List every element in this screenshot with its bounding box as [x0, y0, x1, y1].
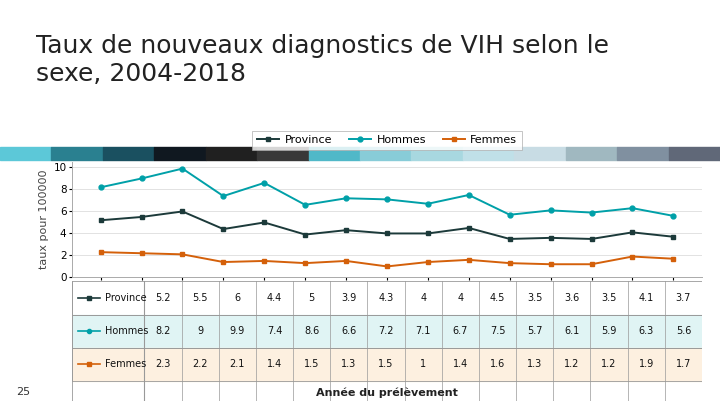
Bar [617, 147, 669, 160]
Text: Année du prélèvement: Année du prélèvement [316, 387, 458, 398]
Text: 8.6: 8.6 [304, 326, 320, 336]
Text: 5.7: 5.7 [527, 326, 542, 336]
Bar [566, 147, 617, 160]
Text: 1.7: 1.7 [676, 360, 691, 369]
Text: 7.1: 7.1 [415, 326, 431, 336]
Bar [309, 147, 360, 160]
Text: 5: 5 [309, 293, 315, 303]
Text: 1: 1 [420, 360, 426, 369]
Text: 1.2: 1.2 [564, 360, 580, 369]
Bar [0, 147, 51, 160]
Text: 25: 25 [16, 387, 30, 397]
Text: 1.3: 1.3 [341, 360, 356, 369]
Text: 2.1: 2.1 [230, 360, 245, 369]
Text: 7.2: 7.2 [378, 326, 394, 336]
Text: 4.4: 4.4 [267, 293, 282, 303]
Text: 6.7: 6.7 [453, 326, 468, 336]
Text: 7.5: 7.5 [490, 326, 505, 336]
Text: 5.9: 5.9 [601, 326, 617, 336]
Text: 1.5: 1.5 [304, 360, 320, 369]
Text: 3.5: 3.5 [527, 293, 542, 303]
Text: 1.4: 1.4 [267, 360, 282, 369]
Text: 3.5: 3.5 [601, 293, 617, 303]
Text: 3.6: 3.6 [564, 293, 580, 303]
Text: 1.6: 1.6 [490, 360, 505, 369]
Text: 4.3: 4.3 [379, 293, 394, 303]
Bar [103, 147, 154, 160]
Bar [72, 348, 702, 381]
Text: 1.2: 1.2 [601, 360, 617, 369]
Text: 4.1: 4.1 [639, 293, 654, 303]
Bar [72, 348, 702, 381]
Text: 5.2: 5.2 [156, 293, 171, 303]
Bar [257, 147, 309, 160]
Text: 1.3: 1.3 [527, 360, 542, 369]
Text: 4: 4 [457, 293, 464, 303]
Text: Hommes: Hommes [105, 326, 149, 336]
Text: Province: Province [105, 293, 147, 303]
Bar [72, 281, 702, 315]
Bar [206, 147, 257, 160]
Bar [154, 147, 206, 160]
Bar [669, 147, 720, 160]
Text: 1.5: 1.5 [379, 360, 394, 369]
Text: 7.4: 7.4 [267, 326, 282, 336]
Text: 4.5: 4.5 [490, 293, 505, 303]
Text: 4: 4 [420, 293, 426, 303]
Text: Taux de nouveaux diagnostics de VIH selon le
sexe, 2004-2018: Taux de nouveaux diagnostics de VIH selo… [36, 34, 609, 86]
Bar [411, 147, 463, 160]
Bar [463, 147, 514, 160]
Text: 6.6: 6.6 [341, 326, 356, 336]
Bar [72, 315, 702, 348]
Text: 1.9: 1.9 [639, 360, 654, 369]
Text: 3.7: 3.7 [676, 293, 691, 303]
Bar [514, 147, 566, 160]
Bar [360, 147, 411, 160]
Text: Femmes: Femmes [105, 360, 147, 369]
Bar [72, 281, 702, 315]
Text: 6.3: 6.3 [639, 326, 654, 336]
Text: 9.9: 9.9 [230, 326, 245, 336]
Text: 2.2: 2.2 [192, 360, 208, 369]
Text: 8.2: 8.2 [156, 326, 171, 336]
Text: 1.4: 1.4 [453, 360, 468, 369]
Legend: Province, Hommes, Femmes: Province, Hommes, Femmes [252, 131, 522, 149]
Text: 5.6: 5.6 [676, 326, 691, 336]
Text: 2.3: 2.3 [156, 360, 171, 369]
Text: 3.9: 3.9 [341, 293, 356, 303]
Bar [72, 315, 702, 348]
Text: 6.1: 6.1 [564, 326, 580, 336]
Text: 9: 9 [197, 326, 203, 336]
Text: 6: 6 [234, 293, 240, 303]
Text: 5.5: 5.5 [192, 293, 208, 303]
Y-axis label: taux pour 100000: taux pour 100000 [39, 170, 49, 269]
Bar [51, 147, 103, 160]
